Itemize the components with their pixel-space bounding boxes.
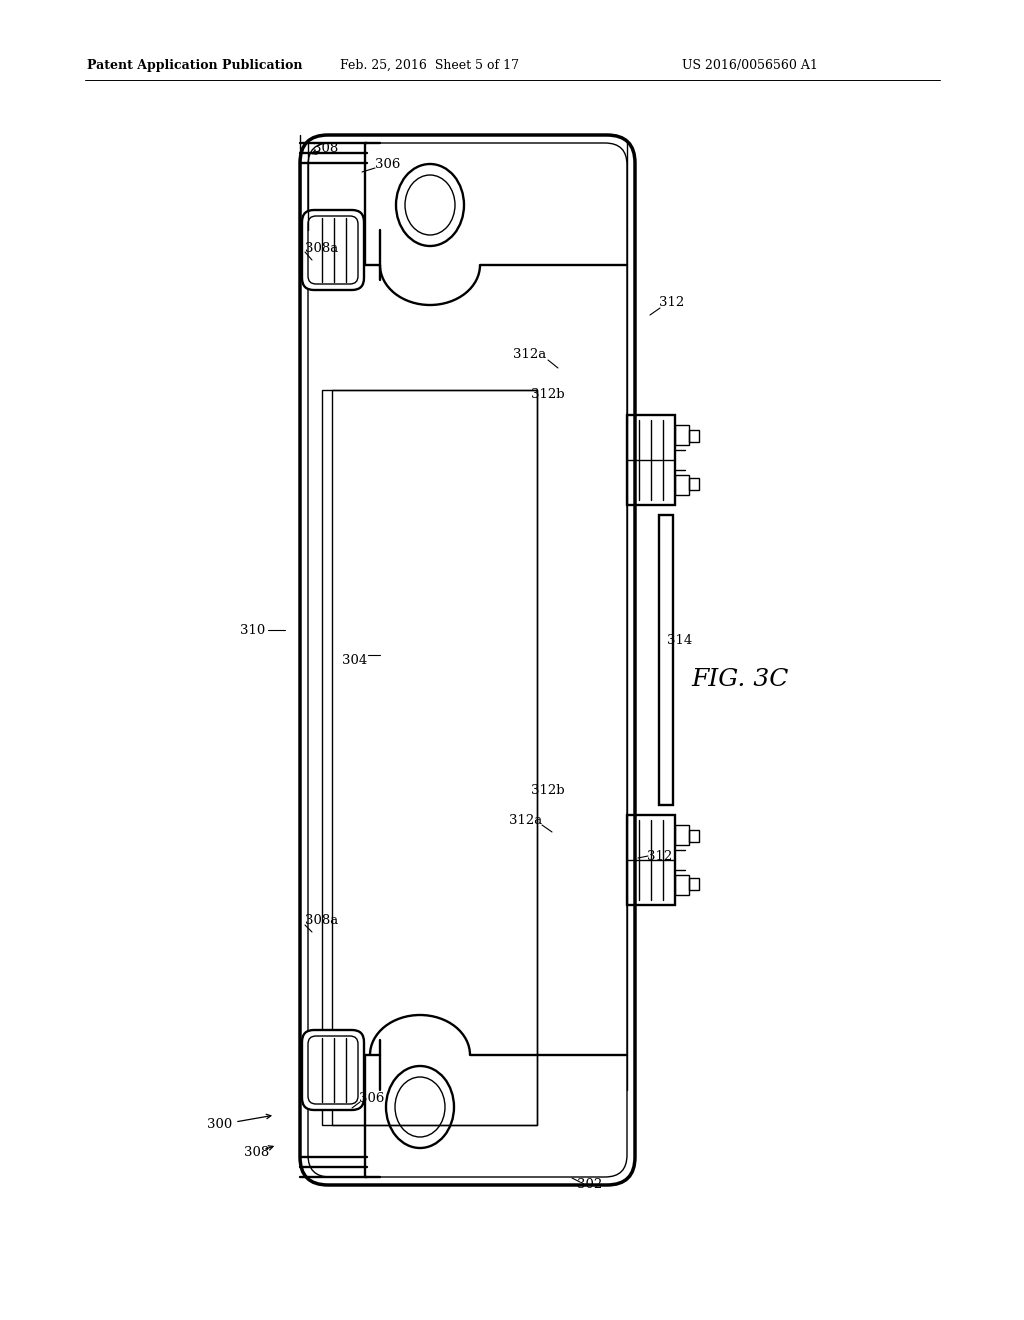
Text: 312b: 312b	[531, 388, 565, 401]
Text: 312a: 312a	[509, 813, 543, 826]
Bar	[689, 878, 699, 890]
Bar	[689, 830, 699, 842]
Text: 314: 314	[668, 634, 692, 647]
Bar	[675, 425, 689, 445]
Bar	[322, 389, 537, 1125]
Text: 310: 310	[241, 623, 265, 636]
Text: 308: 308	[245, 1146, 269, 1159]
Text: 308a: 308a	[305, 913, 338, 927]
Bar	[689, 430, 699, 442]
Bar	[627, 814, 675, 906]
Text: 312a: 312a	[513, 348, 547, 362]
Bar	[675, 825, 689, 845]
FancyBboxPatch shape	[302, 210, 364, 290]
Bar	[675, 475, 689, 495]
Bar	[675, 875, 689, 895]
Bar	[627, 414, 675, 506]
Text: 306: 306	[376, 158, 400, 172]
Text: 312: 312	[659, 296, 685, 309]
FancyBboxPatch shape	[302, 1030, 364, 1110]
Text: FIG. 3C: FIG. 3C	[691, 668, 788, 692]
Text: 300: 300	[208, 1118, 232, 1131]
Text: 308: 308	[313, 141, 339, 154]
Text: US 2016/0056560 A1: US 2016/0056560 A1	[682, 58, 818, 71]
Bar	[689, 478, 699, 490]
Text: 312b: 312b	[531, 784, 565, 796]
Text: 308a: 308a	[305, 242, 338, 255]
Text: 302: 302	[578, 1179, 603, 1192]
Text: Feb. 25, 2016  Sheet 5 of 17: Feb. 25, 2016 Sheet 5 of 17	[341, 58, 519, 71]
Bar	[659, 515, 673, 805]
Text: 312: 312	[647, 850, 673, 862]
Text: 304: 304	[342, 653, 368, 667]
Text: 306: 306	[359, 1092, 385, 1105]
Bar	[332, 389, 537, 1125]
Text: Patent Application Publication: Patent Application Publication	[87, 58, 303, 71]
